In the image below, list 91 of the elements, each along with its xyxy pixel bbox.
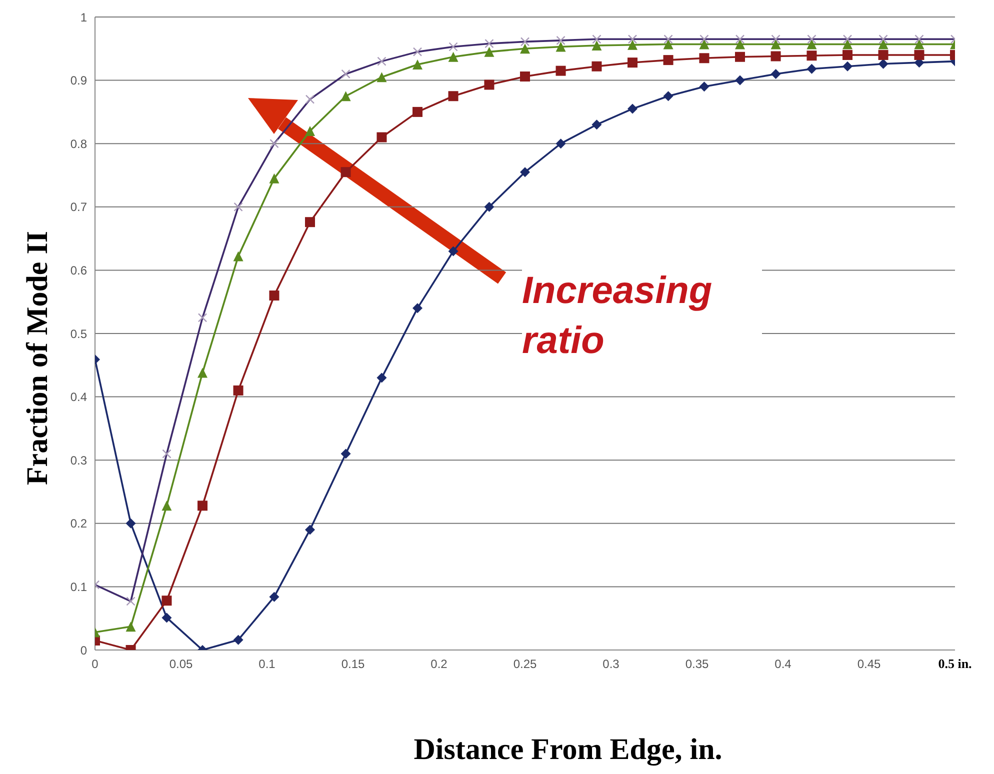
point <box>914 50 924 60</box>
point <box>592 61 602 72</box>
point <box>448 91 458 102</box>
point <box>628 40 638 50</box>
point <box>806 50 817 61</box>
point <box>699 53 710 64</box>
point <box>520 167 530 178</box>
point <box>448 246 458 256</box>
point <box>878 58 888 69</box>
point <box>663 55 674 66</box>
point <box>376 372 387 383</box>
point <box>484 202 494 212</box>
point <box>842 39 852 50</box>
y-tick-label: 0.3 <box>70 453 88 468</box>
point <box>663 91 674 102</box>
point <box>162 596 172 606</box>
point <box>699 39 710 50</box>
point <box>663 39 674 50</box>
point <box>305 217 315 228</box>
point <box>878 50 888 60</box>
point <box>556 42 566 52</box>
point <box>126 518 136 528</box>
point <box>376 72 387 82</box>
y-tick-label: 0.9 <box>70 74 88 88</box>
point <box>484 46 494 57</box>
point <box>520 44 530 54</box>
point <box>269 592 280 602</box>
x-tick-label: 0.3 <box>602 657 620 671</box>
point <box>412 59 422 70</box>
x-tick-label: 0.45 <box>857 657 881 671</box>
point <box>269 173 280 184</box>
y-tick-label: 0.5 <box>70 326 88 341</box>
point <box>412 106 422 117</box>
point <box>842 61 852 72</box>
point <box>735 52 745 62</box>
point <box>806 39 817 50</box>
point <box>233 385 244 396</box>
point <box>520 72 530 82</box>
point <box>233 634 244 645</box>
point <box>556 138 566 149</box>
point <box>878 39 888 50</box>
x-tick-label: 0 <box>92 657 99 671</box>
point <box>305 126 315 136</box>
y-tick-label: 1 <box>80 10 88 24</box>
x-tick-label: 0.4 <box>774 657 792 671</box>
point <box>233 251 244 262</box>
x-tick-label: 0.25 <box>513 657 537 671</box>
y-tick-label: 0.6 <box>70 263 88 278</box>
point <box>340 91 351 102</box>
point <box>412 303 422 314</box>
point <box>484 80 494 90</box>
point <box>770 51 781 62</box>
point <box>340 448 351 459</box>
y-tick-label: 0 <box>80 643 88 658</box>
y-tick-label: 0.7 <box>70 200 88 214</box>
y-axis-title: Fraction of Mode II <box>21 230 55 486</box>
point <box>305 524 315 535</box>
x-tick-label: 0.2 <box>430 657 448 671</box>
point <box>770 39 781 50</box>
point <box>735 75 745 86</box>
x-tick-label: 0.5 in. <box>938 656 972 671</box>
x-tick-label: 0.15 <box>341 657 365 671</box>
point <box>198 368 208 378</box>
point <box>592 120 602 130</box>
point <box>914 39 924 50</box>
point <box>592 40 602 50</box>
x-axis-title: Distance From Edge, in. <box>414 733 722 767</box>
point <box>376 132 387 142</box>
point <box>340 167 351 178</box>
x-tick-label: 0.1 <box>258 657 276 671</box>
point <box>699 82 710 92</box>
point <box>556 66 566 76</box>
point <box>806 64 817 74</box>
point <box>628 58 638 68</box>
point <box>448 52 458 62</box>
y-tick-label: 0.8 <box>70 136 88 151</box>
y-tick-label: 0.2 <box>70 516 88 531</box>
x-tick-label: 0.35 <box>685 657 709 671</box>
annotation: Increasing ratio <box>522 266 762 366</box>
point <box>735 39 745 50</box>
point <box>842 50 852 60</box>
y-tick-label: 0.1 <box>70 580 88 594</box>
point <box>770 68 781 79</box>
point <box>269 290 280 301</box>
point <box>198 500 208 511</box>
point <box>162 500 172 511</box>
point <box>162 612 172 623</box>
x-tick-label: 0.05 <box>169 657 193 671</box>
point <box>628 104 638 114</box>
point <box>126 622 136 632</box>
y-tick-label: 0.4 <box>70 390 88 404</box>
